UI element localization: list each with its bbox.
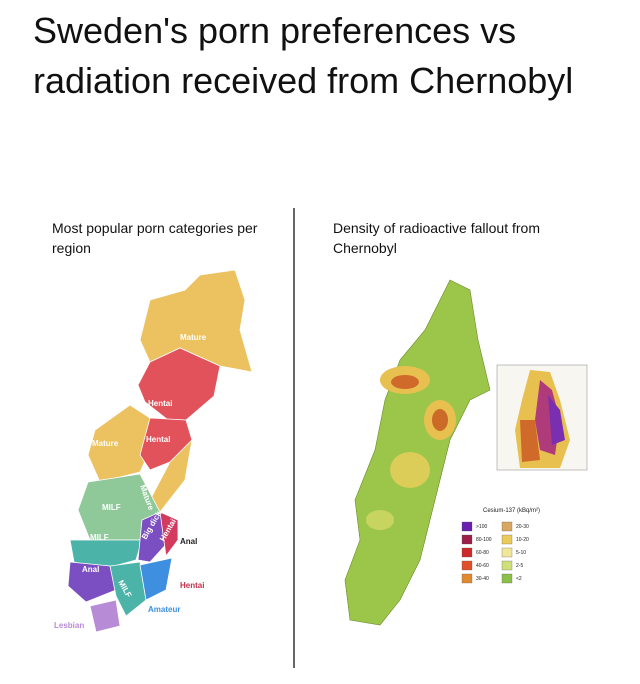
legend-label: <2 bbox=[516, 576, 522, 582]
legend-label: >100 bbox=[476, 524, 487, 530]
right-map bbox=[344, 279, 588, 626]
region-label: Mature bbox=[92, 439, 119, 448]
left-panel-title: Most popular porn categories per region bbox=[52, 220, 258, 256]
left-labels: Mature Hentai Mature Hental Mature MILF … bbox=[54, 333, 207, 630]
legend-label: 5-10 bbox=[516, 550, 526, 556]
title: Sweden's porn preferences vs radiation r… bbox=[33, 10, 574, 101]
legend: Cesium-137 (kBq/m²) >100 80-100 60-80 40-60… bbox=[461, 508, 540, 584]
legend-swatch bbox=[501, 521, 513, 532]
legend-title: Cesium-137 (kBq/m²) bbox=[483, 508, 540, 514]
legend-swatch bbox=[501, 534, 513, 545]
legend-swatch bbox=[501, 547, 513, 558]
region-label: Anal bbox=[82, 565, 99, 574]
region-label: Mature bbox=[180, 333, 207, 342]
region-label: MILF bbox=[102, 503, 121, 512]
region-label: Hental bbox=[146, 435, 170, 444]
legend-swatch bbox=[461, 521, 473, 532]
region-label: MILF bbox=[90, 533, 109, 542]
right-panel-title: Density of radioactive fallout from Cher… bbox=[333, 220, 540, 256]
legend-swatch bbox=[461, 573, 473, 584]
legend-swatch bbox=[501, 560, 513, 571]
left-map bbox=[67, 269, 253, 633]
legend-swatch bbox=[501, 573, 513, 584]
legend-label: 30-40 bbox=[476, 576, 489, 582]
legend-label: 10-20 bbox=[516, 537, 529, 543]
legend-label: 2-5 bbox=[516, 563, 523, 569]
legend-swatch bbox=[461, 534, 473, 545]
region-label: Hentai bbox=[180, 581, 204, 590]
region-label: Lesbian bbox=[54, 621, 84, 630]
region-label: Amateur bbox=[148, 605, 180, 614]
region-label: Anal bbox=[180, 537, 197, 546]
legend-swatch bbox=[461, 560, 473, 571]
region-label: Hentai bbox=[148, 399, 172, 408]
legend-label: 40-60 bbox=[476, 563, 489, 569]
legend-label: 60-80 bbox=[476, 550, 489, 556]
legend-swatch bbox=[461, 547, 473, 558]
legend-label: 80-100 bbox=[476, 537, 492, 543]
legend-label: 20-30 bbox=[516, 524, 529, 530]
